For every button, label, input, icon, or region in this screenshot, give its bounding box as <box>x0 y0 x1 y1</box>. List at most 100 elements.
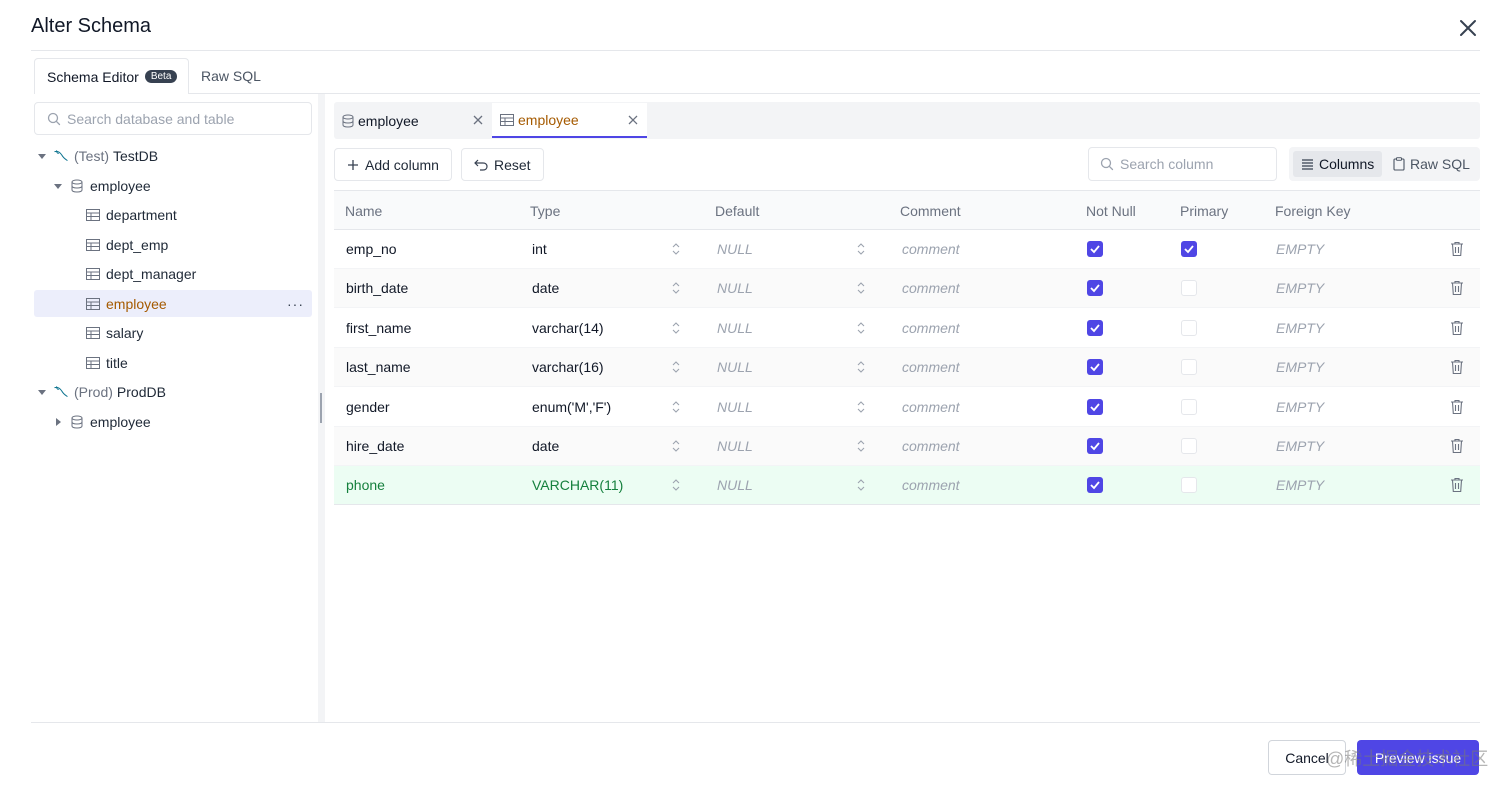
not-null-checkbox[interactable] <box>1087 280 1103 297</box>
type-select-arrows-icon[interactable] <box>671 321 681 338</box>
comment-cell[interactable]: comment <box>902 280 960 297</box>
tree-item-testdb[interactable]: (Test) TestDB <box>34 142 312 169</box>
default-value-cell[interactable]: NULL <box>717 398 753 415</box>
comment-cell[interactable]: comment <box>902 359 960 376</box>
foreign-key-cell[interactable]: EMPTY <box>1276 359 1325 376</box>
default-select-arrows-icon[interactable] <box>856 439 866 456</box>
comment-cell[interactable]: comment <box>902 241 960 257</box>
sidebar-search-input[interactable] <box>67 110 297 127</box>
column-type-cell[interactable]: date <box>532 280 560 297</box>
tree-item-proddb[interactable]: (Prod) ProdDB <box>34 378 312 405</box>
comment-cell[interactable]: comment <box>902 477 960 494</box>
default-value-cell[interactable]: NULL <box>717 477 753 494</box>
column-name-cell[interactable]: hire_date <box>346 438 405 454</box>
tree-item-table[interactable]: title <box>34 349 312 376</box>
trash-icon[interactable] <box>1450 359 1464 378</box>
tree-item-table[interactable]: salary <box>34 319 312 346</box>
default-select-arrows-icon[interactable] <box>856 242 866 259</box>
tree-item-prod-schema-employee[interactable]: employee <box>34 408 312 435</box>
column-name-cell[interactable]: first_name <box>346 319 412 336</box>
close-button[interactable] <box>1456 16 1480 40</box>
foreign-key-cell[interactable]: EMPTY <box>1276 438 1325 454</box>
tree-item-table[interactable]: department <box>34 201 312 228</box>
column-type-cell[interactable]: varchar(16) <box>532 359 604 376</box>
comment-cell[interactable]: comment <box>902 319 960 336</box>
foreign-key-cell[interactable]: EMPTY <box>1276 319 1325 336</box>
tab-raw-sql[interactable]: Raw SQL <box>201 58 261 94</box>
not-null-checkbox[interactable] <box>1087 241 1103 257</box>
default-value-cell[interactable]: NULL <box>717 438 753 454</box>
column-search-input[interactable] <box>1120 156 1270 172</box>
primary-checkbox[interactable] <box>1181 359 1197 376</box>
editor-tab-table-employee[interactable]: employee <box>492 103 647 138</box>
tree-item-table-selected[interactable]: employee ··· <box>34 290 312 317</box>
view-columns-button[interactable]: Columns <box>1293 151 1383 177</box>
caret-down-icon[interactable] <box>36 386 48 398</box>
close-tab-icon[interactable] <box>472 113 484 129</box>
default-value-cell[interactable]: NULL <box>717 359 753 376</box>
foreign-key-cell[interactable]: EMPTY <box>1276 241 1325 257</box>
foreign-key-cell[interactable]: EMPTY <box>1276 477 1325 494</box>
column-type-cell[interactable]: VARCHAR(11) <box>532 477 624 494</box>
column-type-cell[interactable]: date <box>532 438 560 454</box>
caret-down-icon[interactable] <box>36 150 48 162</box>
primary-checkbox[interactable] <box>1181 241 1197 257</box>
column-name-cell[interactable]: gender <box>346 398 390 415</box>
tab-schema-editor[interactable]: Schema Editor Beta <box>34 58 189 94</box>
default-select-arrows-icon[interactable] <box>856 400 866 417</box>
default-value-cell[interactable]: NULL <box>717 280 753 297</box>
primary-checkbox[interactable] <box>1181 438 1197 454</box>
type-select-arrows-icon[interactable] <box>671 478 681 495</box>
tree-item-table[interactable]: dept_manager <box>34 260 312 287</box>
reset-button[interactable]: Reset <box>461 148 544 181</box>
trash-icon[interactable] <box>1450 280 1464 299</box>
splitter-handle[interactable] <box>320 393 322 423</box>
default-select-arrows-icon[interactable] <box>856 281 866 298</box>
column-type-cell[interactable]: enum('M','F') <box>532 398 612 415</box>
default-select-arrows-icon[interactable] <box>856 360 866 377</box>
type-select-arrows-icon[interactable] <box>671 281 681 298</box>
more-options-icon[interactable]: ··· <box>287 296 304 312</box>
trash-icon[interactable] <box>1450 399 1464 418</box>
foreign-key-cell[interactable]: EMPTY <box>1276 280 1325 297</box>
default-value-cell[interactable]: NULL <box>717 319 753 336</box>
preview-issue-button[interactable]: Preview issue <box>1357 740 1479 775</box>
comment-cell[interactable]: comment <box>902 398 960 415</box>
default-value-cell[interactable]: NULL <box>717 241 753 257</box>
not-null-checkbox[interactable] <box>1087 438 1103 454</box>
default-select-arrows-icon[interactable] <box>856 321 866 338</box>
view-raw-sql-button[interactable]: Raw SQL <box>1385 151 1478 177</box>
column-name-cell[interactable]: phone <box>346 477 385 494</box>
trash-icon[interactable] <box>1450 320 1464 339</box>
column-type-cell[interactable]: varchar(14) <box>532 319 604 336</box>
not-null-checkbox[interactable] <box>1087 398 1103 415</box>
default-select-arrows-icon[interactable] <box>856 478 866 495</box>
column-name-cell[interactable]: last_name <box>346 359 411 376</box>
cancel-button[interactable]: Cancel <box>1268 740 1346 775</box>
primary-checkbox[interactable] <box>1181 477 1197 494</box>
not-null-checkbox[interactable] <box>1087 359 1103 376</box>
trash-icon[interactable] <box>1450 477 1464 496</box>
column-name-cell[interactable]: birth_date <box>346 280 409 297</box>
type-select-arrows-icon[interactable] <box>671 400 681 417</box>
primary-checkbox[interactable] <box>1181 319 1197 336</box>
primary-checkbox[interactable] <box>1181 280 1197 297</box>
not-null-checkbox[interactable] <box>1087 477 1103 494</box>
caret-right-icon[interactable] <box>52 416 64 428</box>
type-select-arrows-icon[interactable] <box>671 242 681 259</box>
column-type-cell[interactable]: int <box>532 241 547 257</box>
close-tab-icon[interactable] <box>627 113 639 129</box>
column-name-cell[interactable]: emp_no <box>346 241 397 257</box>
caret-down-icon[interactable] <box>52 180 64 192</box>
tree-item-table[interactable]: dept_emp <box>34 231 312 258</box>
comment-cell[interactable]: comment <box>902 438 960 454</box>
primary-checkbox[interactable] <box>1181 398 1197 415</box>
trash-icon[interactable] <box>1450 241 1464 260</box>
type-select-arrows-icon[interactable] <box>671 439 681 456</box>
not-null-checkbox[interactable] <box>1087 319 1103 336</box>
type-select-arrows-icon[interactable] <box>671 360 681 377</box>
add-column-button[interactable]: Add column <box>334 148 452 181</box>
editor-tab-schema-employee[interactable]: employee <box>342 103 492 138</box>
foreign-key-cell[interactable]: EMPTY <box>1276 398 1325 415</box>
tree-item-schema-employee[interactable]: employee <box>34 172 312 199</box>
